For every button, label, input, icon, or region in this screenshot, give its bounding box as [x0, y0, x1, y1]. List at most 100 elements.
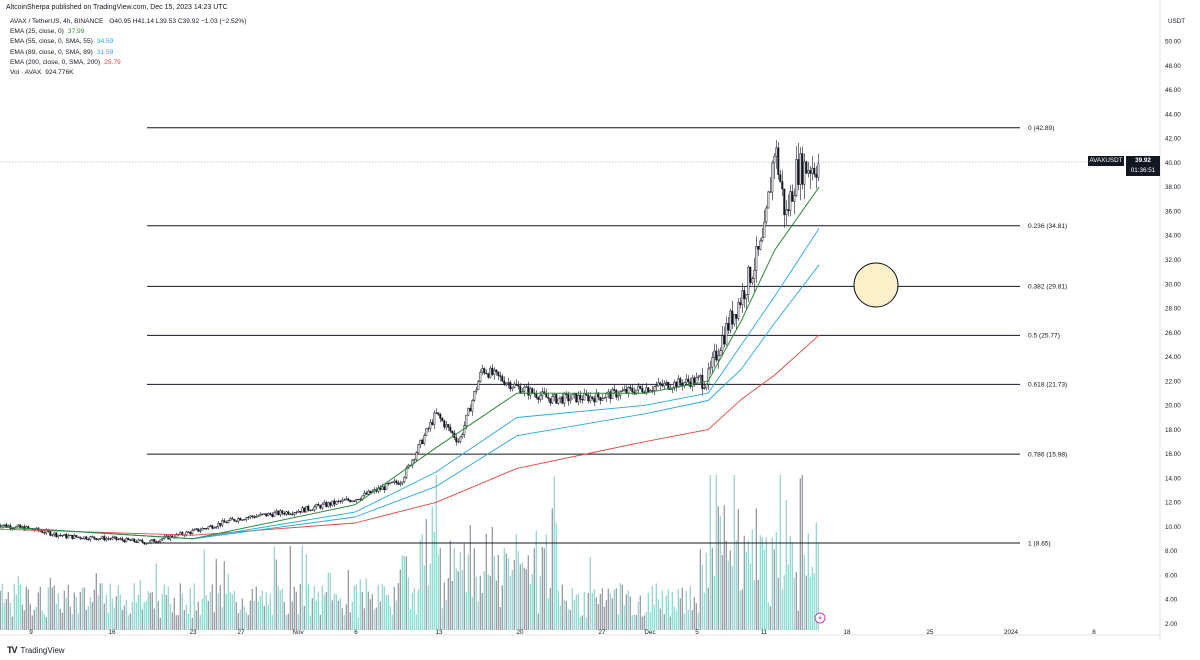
volume-bar: [617, 614, 619, 630]
legend-indicator[interactable]: EMA (55, close, 0, SMA, 55) 34.59: [10, 37, 246, 47]
candle: [617, 391, 620, 401]
volume-bar: [677, 589, 679, 630]
candle: [369, 490, 372, 494]
volume-bar: [627, 590, 629, 630]
candle: [591, 396, 594, 401]
volume-bar: [37, 592, 39, 630]
volume-bar: [429, 563, 431, 630]
volume-bar: [221, 607, 223, 630]
volume-bar: [453, 547, 455, 630]
candle: [267, 512, 270, 517]
volume-bar: [775, 531, 777, 630]
fib-level-label: 0.5 (25.77): [1028, 333, 1060, 340]
volume-bar: [585, 617, 587, 630]
brand-name[interactable]: TradingView: [20, 645, 65, 655]
candle: [755, 236, 758, 283]
candle: [527, 381, 530, 400]
tradingview-logo-icon[interactable]: TV: [7, 645, 17, 655]
volume-bar: [101, 583, 103, 630]
candle: [801, 146, 804, 190]
volume-bar: [13, 583, 15, 630]
candle: [227, 519, 230, 524]
candle: [121, 536, 124, 542]
annotation-circle[interactable]: [853, 262, 899, 308]
y-tick-label: 36.00: [1165, 208, 1181, 215]
volume-bar: [695, 603, 697, 630]
candle: [771, 160, 774, 201]
candle: [335, 500, 338, 506]
legend-indicator[interactable]: EMA (200, close, 0, SMA, 200) 25.79: [10, 58, 246, 68]
candle: [219, 523, 222, 528]
volume-bar: [319, 614, 321, 630]
price-axis[interactable]: 50.00 48.00 46.00 44.00 42.00 40.00 38.00 36.00…: [1165, 39, 1181, 628]
candle: [517, 381, 520, 390]
candle: [447, 423, 450, 431]
volume-bar: [493, 555, 495, 630]
symbol-row[interactable]: AVAX / TetherUS, 4h, BINANCE O40.95 H41.…: [10, 17, 246, 27]
volume-bar: [515, 534, 517, 630]
volume-bar: [751, 529, 753, 630]
candle: [613, 384, 616, 395]
fib-retracement[interactable]: 0 (42.89) 0.236 (34.81) 0.382 (29.81) 0.5 (…: [147, 125, 1067, 547]
candle: [281, 509, 284, 516]
x-tick-label: 9: [29, 629, 33, 636]
candle: [239, 517, 242, 521]
volume-bar: [149, 592, 151, 630]
volume-bar: [737, 508, 739, 630]
candle: [307, 504, 310, 512]
volume-bar: [87, 606, 89, 630]
volume-bar: [491, 526, 493, 630]
volume-bar: [481, 592, 483, 630]
candle: [271, 512, 274, 518]
fib-level-label: 0.618 (21.73): [1028, 382, 1067, 389]
legend-indicator[interactable]: EMA (25, close, 0) 37.99: [10, 27, 246, 37]
candle: [553, 393, 556, 402]
candle: [91, 535, 94, 538]
volume-bar: [191, 617, 193, 630]
candle: [275, 508, 278, 516]
candle: [817, 153, 820, 182]
candle: [621, 387, 624, 392]
volume-bar: [21, 604, 23, 630]
volume-bar: [421, 534, 423, 630]
volume-bar: [183, 609, 185, 630]
volume-bar: [333, 593, 335, 630]
candle: [231, 516, 234, 520]
time-axis[interactable]: 9 16 23 27 Nov 6 13 20 27 Dec 5 11 18 25 2024 8: [29, 629, 1096, 636]
volume-bar: [63, 590, 65, 630]
volume-bar: [7, 592, 9, 630]
y-tick-label: 14.00: [1165, 475, 1181, 482]
volume-bar: [25, 586, 27, 630]
candle: [443, 419, 446, 431]
volume-bar: [489, 575, 491, 630]
volume-bar: [657, 599, 659, 630]
volume-bar: [145, 601, 147, 630]
candle: [449, 423, 452, 433]
candle: [17, 523, 20, 527]
volume-bar: [1, 583, 3, 630]
candle: [657, 377, 660, 387]
y-tick-label: 32.00: [1165, 257, 1181, 264]
volume-bar: [679, 598, 681, 630]
candle: [787, 194, 790, 217]
y-tick-label: 8.00: [1165, 548, 1178, 555]
volume-bar: [217, 593, 219, 630]
y-tick-label: 2.00: [1165, 621, 1178, 628]
legend-indicator[interactable]: EMA (89, close, 0, SMA, 89) 31.59: [10, 48, 246, 58]
alert-icon[interactable]: [814, 612, 826, 624]
volume-bar: [269, 593, 271, 630]
volume-bar: [759, 535, 761, 630]
volume-bar: [335, 594, 337, 630]
legend-indicator[interactable]: Vol · AVAX 924.776K: [10, 68, 246, 78]
volume-bar: [249, 600, 251, 630]
volume-bar: [761, 537, 763, 630]
volume-bar: [153, 608, 155, 630]
candle: [59, 533, 62, 537]
candle: [95, 538, 98, 541]
volume-bar: [53, 585, 55, 630]
candle: [601, 393, 604, 402]
candle: [785, 200, 788, 226]
candle: [151, 539, 154, 542]
candle: [143, 541, 146, 545]
